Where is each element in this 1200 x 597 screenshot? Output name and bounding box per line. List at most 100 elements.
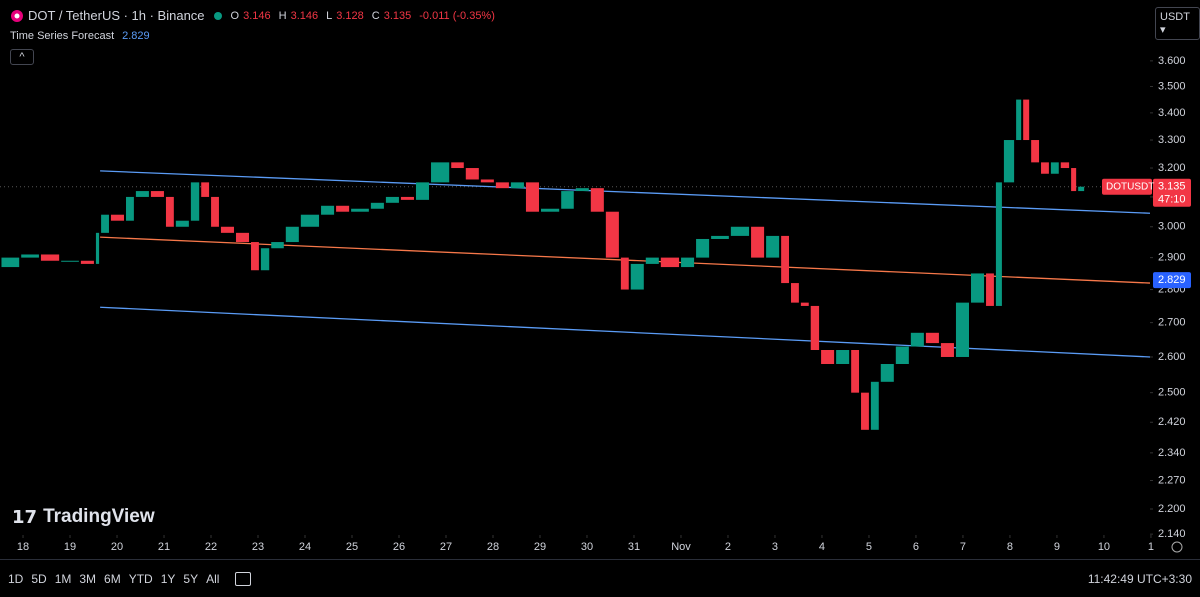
candle xyxy=(480,179,494,183)
candle xyxy=(415,182,430,200)
candle xyxy=(1071,168,1077,192)
currency-label: USDT xyxy=(1160,11,1190,23)
x-tick-label: 30 xyxy=(581,541,593,553)
candle xyxy=(630,263,644,290)
x-tick-label: 8 xyxy=(1007,541,1013,553)
range-button[interactable]: 6M xyxy=(104,572,121,586)
indicator-name: Time Series Forecast xyxy=(10,30,115,42)
y-tick-label: 3.000 xyxy=(1158,221,1186,233)
x-tick-label: 5 xyxy=(866,541,872,553)
y-tick-label: 2.500 xyxy=(1158,387,1186,399)
candle xyxy=(925,332,939,344)
candle xyxy=(660,257,680,268)
logo-mark: 𝟭𝟳 xyxy=(12,506,38,527)
range-button[interactable]: 1M xyxy=(54,572,72,586)
candle xyxy=(851,350,860,393)
candle xyxy=(1031,140,1040,163)
candle xyxy=(821,350,835,365)
y-tick-label: 2.340 xyxy=(1158,447,1186,459)
candle xyxy=(1060,162,1070,169)
range-button[interactable]: 3M xyxy=(79,572,97,586)
range-button[interactable]: 1Y xyxy=(160,572,176,586)
candle xyxy=(540,208,560,212)
close-label: C xyxy=(371,9,380,22)
candle xyxy=(80,260,94,264)
candle xyxy=(870,381,879,430)
x-tick-label: 7 xyxy=(960,541,966,553)
range-button[interactable]: All xyxy=(206,572,220,586)
candle xyxy=(1041,162,1049,174)
candle xyxy=(385,196,399,203)
collapse-button[interactable]: ^ xyxy=(10,49,34,65)
x-tick-label: 2 xyxy=(725,541,731,553)
y-tick-label: 2.600 xyxy=(1158,351,1186,363)
candle xyxy=(971,273,985,303)
candle xyxy=(836,350,850,365)
candle xyxy=(260,248,270,271)
candle xyxy=(681,257,695,268)
candle xyxy=(605,211,619,258)
candle xyxy=(986,273,994,306)
candle xyxy=(465,168,479,180)
candle xyxy=(781,235,790,284)
candle xyxy=(165,196,174,227)
candle xyxy=(510,182,524,189)
candle xyxy=(451,162,464,169)
candle xyxy=(810,305,820,351)
candle xyxy=(861,392,869,430)
status-dot xyxy=(213,11,222,20)
range-button[interactable]: 5Y xyxy=(183,572,199,586)
low-value: 3.128 xyxy=(336,9,364,22)
watermark: 𝟭𝟳 TradingView xyxy=(12,506,155,528)
x-tick-label: 19 xyxy=(64,541,76,553)
symbol-badge-bg xyxy=(1102,178,1152,195)
range-button[interactable]: 1D xyxy=(8,572,24,586)
x-tick-label: 6 xyxy=(913,541,919,553)
candle xyxy=(400,196,414,200)
candle xyxy=(590,188,604,212)
bottom-toolbar: 1D 5D 1M 3M 6M YTD 1Y 5Y All 11:42:49 UTC+3:30 xyxy=(0,559,1200,597)
y-tick-label: 2.420 xyxy=(1158,416,1186,428)
candle xyxy=(431,162,450,183)
candle xyxy=(95,232,100,264)
candle xyxy=(300,214,320,227)
settings-icon[interactable] xyxy=(1171,541,1183,553)
symbol-icon xyxy=(11,9,23,22)
candle xyxy=(791,283,799,303)
range-button[interactable]: YTD xyxy=(128,572,153,586)
high-label: H xyxy=(278,9,287,22)
y-tick-label: 2.700 xyxy=(1158,317,1186,329)
x-tick-label: 31 xyxy=(628,541,640,553)
candle xyxy=(910,332,924,347)
candle xyxy=(201,182,210,197)
range-button[interactable]: 5D xyxy=(31,572,47,586)
x-tick-label: 28 xyxy=(487,541,499,553)
y-tick-label: 3.500 xyxy=(1158,80,1186,92)
date-range-icon[interactable] xyxy=(235,572,252,586)
y-tick-label: 2.270 xyxy=(1158,474,1186,486)
countdown: 47:10 xyxy=(1158,194,1186,206)
candle xyxy=(1003,140,1015,183)
candle xyxy=(766,235,780,258)
x-tick-label: 24 xyxy=(299,541,311,553)
forecast-upper-line xyxy=(100,170,1151,214)
candle xyxy=(336,205,350,212)
symbol-title: DOT / TetherUS · 1h · Binance xyxy=(28,8,205,23)
x-tick-label: 26 xyxy=(393,541,405,553)
y-tick-label: 3.200 xyxy=(1158,162,1186,174)
candle xyxy=(955,302,970,357)
y-tick-label: 2.900 xyxy=(1158,252,1186,264)
candle xyxy=(150,191,164,197)
candle xyxy=(730,226,750,236)
candle xyxy=(101,214,109,233)
candle xyxy=(711,235,729,239)
x-tick-label: 29 xyxy=(534,541,546,553)
currency-button[interactable]: USDT ▾ xyxy=(1155,7,1200,40)
change-value: -0.011 (-0.35%) xyxy=(419,9,495,22)
candle xyxy=(370,202,384,209)
indicator-legend[interactable]: Time Series Forecast 2.829 xyxy=(10,30,150,42)
candle xyxy=(995,182,1002,306)
candle xyxy=(40,254,60,261)
x-tick-label: 21 xyxy=(158,541,170,553)
candle xyxy=(696,238,710,258)
